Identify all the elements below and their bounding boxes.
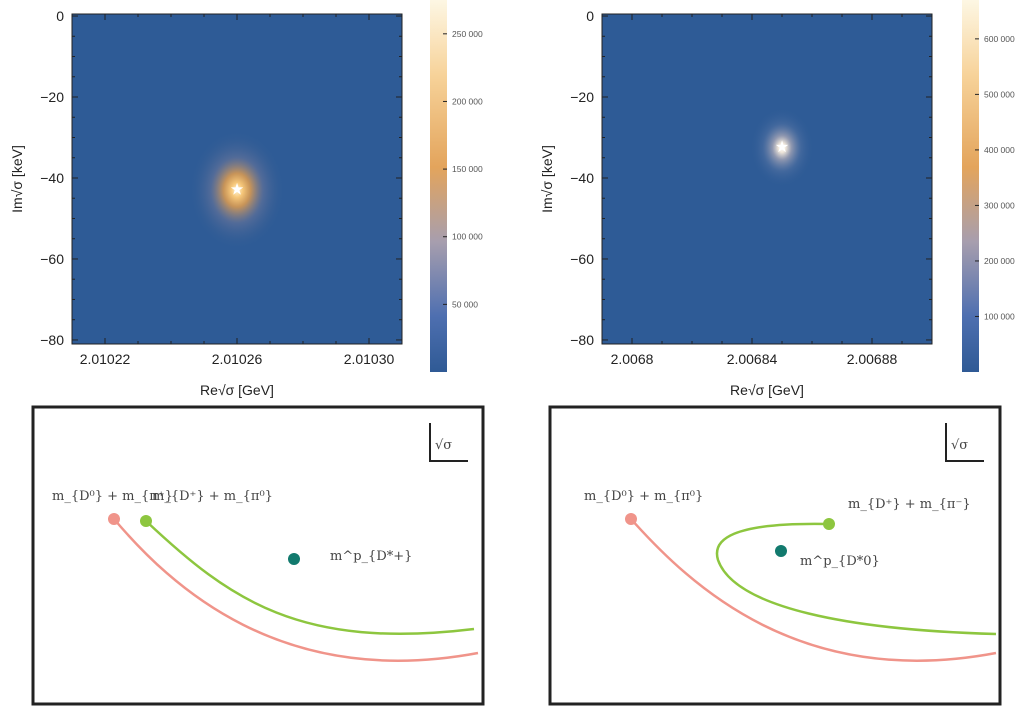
diagram-2-threshold-1-cut — [630, 518, 997, 662]
diagram-2-corner-mark — [945, 423, 984, 462]
heatmap-1-colorbar-label: 250 000 — [452, 29, 483, 39]
heatmap-1-colorbar-label: 200 000 — [452, 96, 483, 106]
diagram-2-pole-dot — [775, 545, 787, 557]
heatmap-2-ytick-label: −20 — [570, 89, 594, 105]
diagram-2-threshold-2-dot — [823, 518, 835, 530]
heatmap-panel-2: ★ 2.0068 2.00684 2.00688 0 −20 −40 −60 −… — [539, 0, 1015, 398]
diagram-1-threshold-2-label: m_{D⁺} + m_{π⁰} — [152, 489, 273, 504]
heatmap-2-colorbar-ticks — [975, 38, 979, 317]
heatmap-2-ytick-label: −40 — [570, 170, 594, 186]
heatmap-2-colorbar-label: 400 000 — [984, 145, 1015, 155]
heatmap-2-ytick-label: −80 — [570, 332, 594, 348]
heatmap-1-peak-star: ★ — [230, 182, 244, 199]
diagram-2-corner-label: √σ — [951, 438, 968, 453]
diagram-2-pole-label: m^p_{D*0} — [800, 554, 880, 569]
heatmap-2-peak-star: ★ — [775, 139, 789, 156]
heatmap-1-ticks — [71, 14, 403, 344]
diagram-1-threshold-1-dot — [108, 513, 120, 525]
diagram-1-pole-dot — [288, 553, 300, 565]
diagram-2-threshold-1-dot — [625, 513, 637, 525]
heatmap-2-colorbar-label: 200 000 — [984, 256, 1015, 266]
diagram-2-threshold-2-cut — [715, 522, 997, 636]
heatmap-2-frame — [601, 13, 933, 345]
diagram-1-threshold-2-dot — [140, 515, 152, 527]
heatmap-1-colorbar-label: 100 000 — [452, 232, 483, 242]
heatmap-2-peak-glow — [750, 107, 814, 188]
heatmap-1-ytick-label: −20 — [40, 89, 64, 105]
heatmap-2-colorbar-label: 500 000 — [984, 89, 1015, 99]
diagram-1-threshold-2-cut — [145, 520, 475, 636]
heatmap-1-ytick-label: −80 — [40, 332, 64, 348]
heatmap-2-colorbar-label: 600 000 — [984, 34, 1015, 44]
diagram-1-threshold-1-cut — [113, 518, 479, 662]
diagram-1-frame — [31, 405, 485, 706]
heatmap-2-xtick-label: 2.0068 — [611, 351, 654, 367]
heatmap-1-ytick-label: −60 — [40, 251, 64, 267]
heatmap-1-ytick-label: 0 — [56, 8, 64, 24]
diagram-1-threshold-1-label: m_{D⁰} + m_{π⁺} — [52, 489, 173, 504]
heatmap-1-xtick-label: 2.01026 — [212, 351, 263, 367]
heatmap-1-xlabel: Re√σ [GeV] — [200, 382, 274, 398]
diagram-1-corner-mark — [429, 423, 468, 462]
diagram-2-threshold-1-label: m_{D⁰} + m_{π⁰} — [584, 489, 703, 504]
sheet-diagram-2: √σ m_{D⁰} + m_{π⁰} m_{D⁺} + m_{π⁻} m^p_{… — [548, 405, 1002, 706]
heatmap-1-colorbar-label: 50 000 — [452, 299, 478, 309]
heatmap-2-xlabel: Re√σ [GeV] — [730, 382, 804, 398]
sheet-diagram-1: √σ m_{D⁰} + m_{π⁺} m_{D⁺} + m_{π⁰} m^p_{… — [31, 405, 485, 706]
heatmap-panel-1: ★ 2.01022 2.01026 2.01030 0 −20 −40 −60 … — [9, 0, 483, 398]
heatmap-1-colorbar-label: 150 000 — [452, 164, 483, 174]
diagram-2-frame — [548, 405, 1002, 706]
heatmap-2-xtick-label: 2.00684 — [727, 351, 778, 367]
heatmap-2-xtick-label: 2.00688 — [847, 351, 898, 367]
heatmap-1-xtick-label: 2.01022 — [80, 351, 131, 367]
heatmap-2-ylabel: Im√σ [keV] — [539, 145, 555, 213]
heatmap-1-colorbar-ticks — [443, 33, 447, 305]
heatmap-1-ylabel: Im√σ [keV] — [9, 145, 25, 213]
heatmap-2-ticks — [601, 14, 933, 344]
heatmap-2-colorbar — [962, 0, 979, 372]
heatmap-2-ytick-label: −60 — [570, 251, 594, 267]
heatmap-1-peak-glow — [189, 130, 285, 251]
heatmap-1-ytick-label: −40 — [40, 170, 64, 186]
heatmap-2-colorbar-label: 100 000 — [984, 311, 1015, 321]
heatmap-1-colorbar — [430, 0, 447, 372]
diagram-1-pole-label: m^p_{D*+} — [330, 549, 412, 564]
heatmap-1-xtick-label: 2.01030 — [344, 351, 395, 367]
diagram-1-corner-label: √σ — [435, 438, 452, 453]
heatmap-2-ytick-label: 0 — [586, 8, 594, 24]
diagram-2-threshold-2-label: m_{D⁺} + m_{π⁻} — [848, 497, 971, 512]
heatmap-2-colorbar-label: 300 000 — [984, 200, 1015, 210]
